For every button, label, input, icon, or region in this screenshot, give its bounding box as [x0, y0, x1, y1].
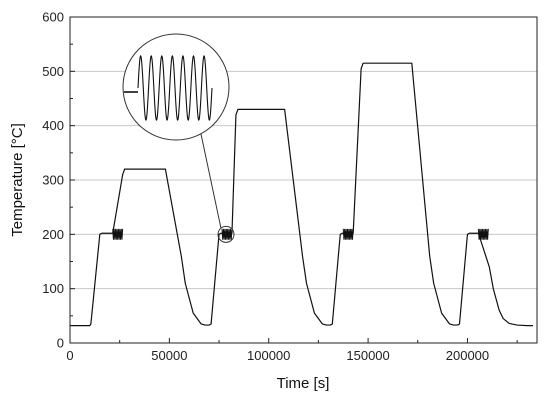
oscillation-segment [112, 228, 124, 240]
x-tick-label: 50000 [151, 348, 187, 363]
x-tick-label: 150000 [346, 348, 389, 363]
inset-circle [122, 33, 230, 141]
x-tick-label: 0 [66, 348, 73, 363]
inset-magnifier [122, 33, 235, 243]
source-circle [217, 225, 235, 243]
y-axis-ticks: 0 100 200 300 400 500 600 [42, 10, 75, 351]
y-tick-label: 300 [42, 173, 64, 188]
x-axis-ticks: 0 50000 100000 150000 200000 [66, 338, 518, 363]
oscillation-segment [221, 228, 233, 240]
connector-line [200, 133, 222, 229]
y-tick-label: 100 [42, 281, 64, 296]
oscillation-segment [477, 228, 489, 240]
series-layer [70, 62, 534, 327]
y-tick-label: 200 [42, 227, 64, 242]
inset-wave [137, 55, 213, 121]
y-tick-label: 400 [42, 118, 64, 133]
oscillation-segment [342, 228, 354, 240]
x-tick-label: 200000 [446, 348, 489, 363]
y-tick-label: 500 [42, 64, 64, 79]
temperature-series-line [70, 62, 534, 327]
y-tick-label: 600 [42, 10, 64, 25]
y-axis-title: Temperature [°C] [9, 123, 26, 237]
x-tick-label: 100000 [247, 348, 290, 363]
x-axis-title: Time [s] [277, 375, 330, 392]
y-tick-label: 0 [57, 336, 64, 351]
